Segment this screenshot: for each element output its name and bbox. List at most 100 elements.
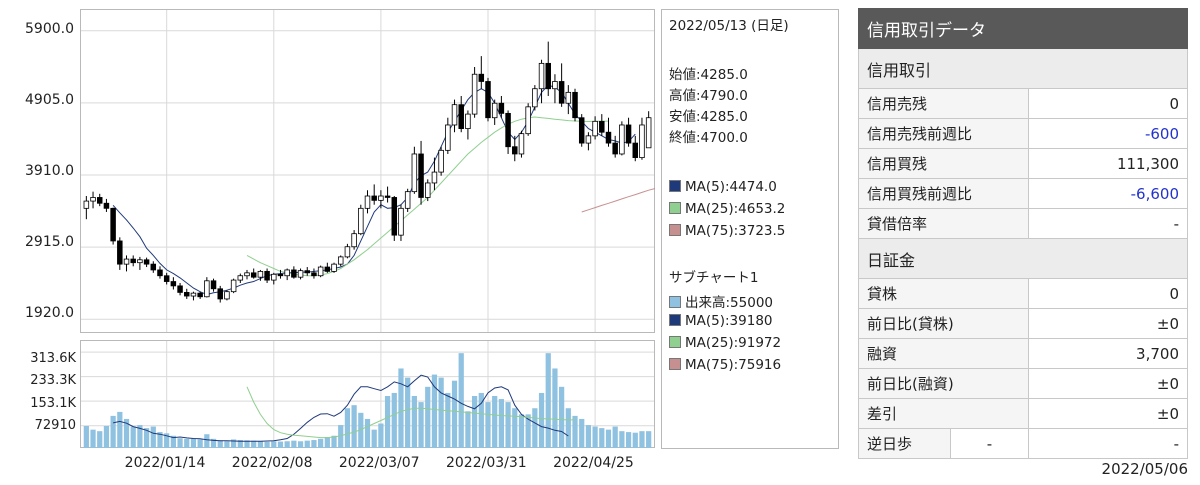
volume-bar (418, 402, 424, 448)
volume-bar (512, 408, 518, 448)
volume-bar (251, 440, 257, 448)
candle-body (123, 258, 130, 265)
table-row: 貸借倍率 - (858, 208, 1188, 239)
candle-body (364, 195, 371, 209)
candle-body (645, 117, 652, 149)
candle-body (532, 88, 538, 108)
volume-bar (197, 439, 203, 448)
volume-bar (425, 386, 431, 448)
legend-swatch-ma25 (669, 202, 681, 214)
candle-body (150, 263, 157, 271)
candle-body (96, 197, 103, 204)
row-value: 0 (1028, 278, 1188, 309)
price-chart[interactable] (80, 9, 655, 333)
table-row: 貸株 0 (858, 278, 1188, 309)
candle-body (184, 292, 190, 297)
candle-body (190, 292, 197, 297)
volume-bar (164, 433, 170, 448)
x-tick-label: 2022/01/14 (124, 455, 206, 471)
volume-bar (438, 377, 444, 448)
volume-bar (257, 440, 264, 448)
volume-bar (384, 396, 391, 448)
row-label: 前日比(融資) (858, 368, 1029, 399)
row-value: ±0 (1028, 308, 1188, 339)
x-tick-label: 2022/03/31 (445, 455, 527, 471)
volume-bar (97, 431, 103, 448)
candle-body (358, 207, 364, 235)
volume-bar (224, 441, 230, 448)
legend-ma75: MA(75):3723.5 (669, 223, 785, 239)
volume-bar (471, 396, 478, 448)
legend-ma5: MA(5):4474.0 (669, 179, 777, 195)
volume-bar (391, 392, 397, 448)
y-tick-label: 3910.0 (25, 163, 74, 179)
volume-bar (210, 438, 217, 448)
row-label: 信用買残前週比 (858, 178, 1029, 209)
volume-bar (585, 425, 592, 448)
candle-body (398, 207, 404, 236)
candle-body (137, 259, 143, 264)
row-label: 前日比(貸株) (858, 308, 1029, 339)
volume-bar (244, 440, 250, 448)
candle-body (384, 195, 391, 198)
table-row: 信用売残前週比 -600 (858, 118, 1188, 149)
candle-body (311, 272, 317, 277)
candle-body (471, 73, 478, 115)
info-close: 終値:4700.0 (669, 130, 748, 146)
volume-bar (498, 399, 504, 448)
candle-body (90, 197, 96, 202)
volume-bar (117, 411, 123, 448)
legend-sub-ma75: MA(75):75916 (669, 357, 781, 373)
candle-body (612, 142, 618, 155)
volume-bar (204, 434, 210, 448)
volume-bar (150, 426, 156, 448)
table-row: 信用売残 0 (858, 88, 1188, 119)
row-value: - (1028, 428, 1188, 459)
candle-body (237, 275, 244, 281)
candle-body (625, 124, 632, 144)
volume-bar (351, 405, 357, 448)
candle-body (210, 280, 217, 290)
volume-bar (532, 408, 538, 448)
volume-bar (599, 428, 605, 448)
legend-swatch-sub-ma75 (669, 358, 681, 370)
volume-chart[interactable] (80, 340, 655, 448)
candle-body (512, 146, 518, 155)
candle-body (478, 73, 485, 82)
info-date: 2022/05/13 (日足) (669, 18, 789, 34)
section-margin-trading: 信用取引 (858, 48, 1188, 89)
volume-bar (217, 440, 223, 448)
volume-bar (324, 436, 330, 448)
candle-body (337, 256, 344, 265)
volume-bar (565, 408, 571, 448)
volume-bar (552, 368, 558, 448)
volume-bar (271, 441, 277, 448)
volume-bar (639, 431, 645, 448)
candle-body (391, 197, 398, 236)
y-tick-label: 2915.0 (25, 234, 74, 250)
volume-bar (291, 440, 297, 448)
info-panel: 2022/05/13 (日足) 始値:4285.0 高値:4790.0 安値:4… (661, 9, 839, 449)
volume-bar (646, 431, 652, 448)
candle-body (451, 104, 458, 126)
candle-body (411, 153, 418, 193)
volume-bar (612, 426, 618, 448)
legend-ma25: MA(25):4653.2 (669, 201, 785, 217)
legend-swatch-sub-ma25 (669, 336, 681, 348)
candle-body (163, 275, 170, 282)
y-tick-label: 1920.0 (25, 305, 74, 321)
candle-body (271, 273, 277, 281)
candle-body (431, 171, 438, 184)
candle-body (371, 195, 377, 201)
volume-bar (579, 418, 585, 448)
row-value: 111,300 (1028, 148, 1188, 179)
legend-sub-ma5: MA(5):39180 (669, 313, 773, 329)
candle-body (552, 81, 558, 90)
volume-y-tick-label: 153.1K (30, 396, 76, 411)
candle-body (177, 285, 183, 293)
volume-bar (318, 438, 324, 448)
info-open: 始値:4285.0 (669, 67, 748, 83)
volume-bar (311, 440, 317, 448)
table-row: 前日比(融資) ±0 (858, 368, 1188, 399)
row-label: 貸株 (858, 278, 1029, 309)
